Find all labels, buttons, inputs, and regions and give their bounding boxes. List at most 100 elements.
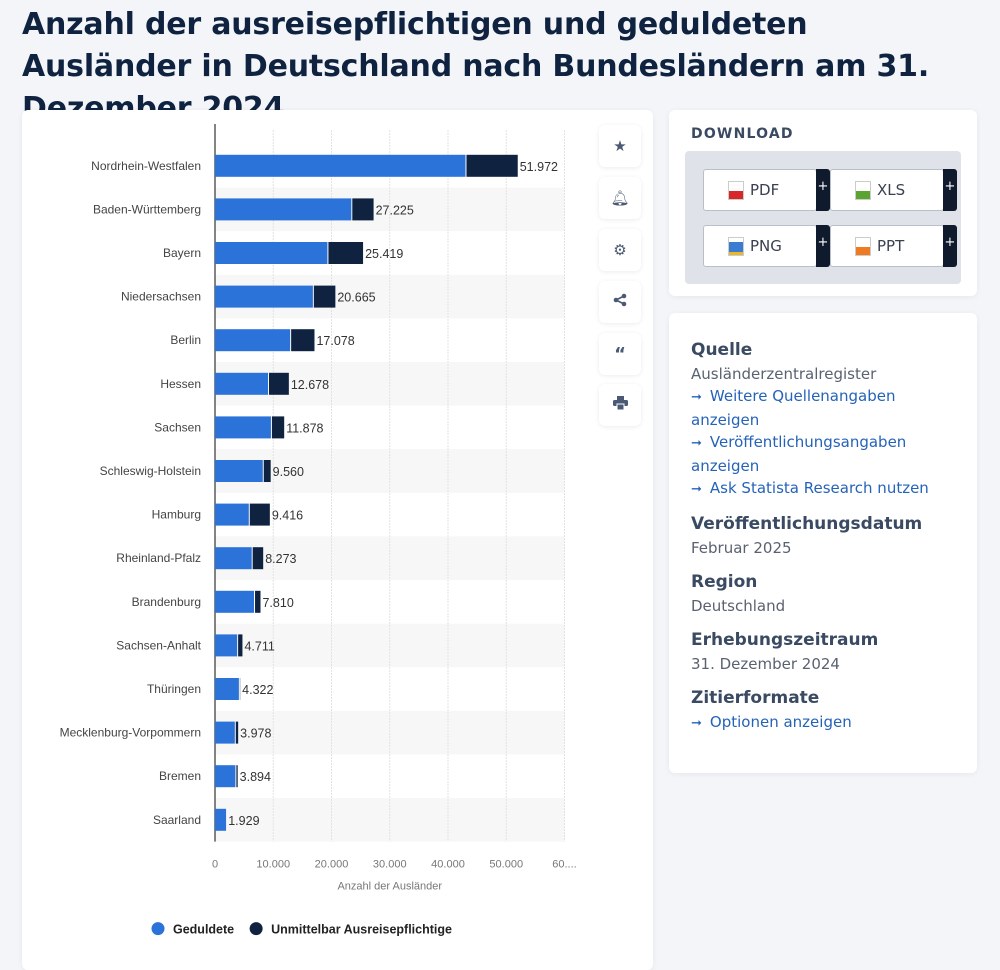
link-text: Optionen anzeigen <box>710 713 852 731</box>
total-value-label: 27.225 <box>376 203 414 217</box>
category-label: Sachsen-Anhalt <box>116 638 201 652</box>
arrow-right-icon: ➞ <box>691 716 702 731</box>
category-label: Hamburg <box>152 508 201 522</box>
bar-ausreisepflichtige <box>255 591 260 613</box>
region-value: Deutschland <box>691 595 961 617</box>
bar-geduldete <box>215 678 239 700</box>
ask-research-link[interactable]: ➞ Ask Statista Research nutzen <box>691 477 961 501</box>
bar-ausreisepflichtige <box>236 765 237 787</box>
bar-geduldete <box>215 809 226 831</box>
total-value-label: 7.810 <box>262 596 293 610</box>
share-icon <box>613 293 627 311</box>
legend-marker <box>250 922 263 935</box>
bar-geduldete <box>215 460 263 482</box>
bar-ausreisepflichtige <box>466 155 517 177</box>
category-label: Saarland <box>153 813 201 827</box>
category-label: Berlin <box>170 333 201 347</box>
quote-icon: “ <box>614 344 626 365</box>
gear-icon: ⚙ <box>613 241 626 259</box>
bar-ausreisepflichtige <box>352 198 373 220</box>
bar-geduldete <box>215 373 268 395</box>
favorite-button[interactable]: ★ <box>599 125 641 167</box>
png-plus-button[interactable]: + <box>816 225 830 267</box>
bar-ausreisepflichtige <box>314 286 336 308</box>
pdf-plus-button[interactable]: + <box>816 169 830 211</box>
period-heading: Erhebungszeitraum <box>691 627 961 653</box>
total-value-label: 17.078 <box>316 334 354 348</box>
bar-geduldete <box>215 155 465 177</box>
publication-details-link[interactable]: ➞Veröffentlichungsangaben anzeigen <box>691 431 961 477</box>
bar-geduldete <box>215 765 235 787</box>
xls-plus-button[interactable]: + <box>943 169 957 211</box>
cite-button[interactable]: “ <box>599 333 641 375</box>
category-label: Mecklenburg-Vorpommern <box>60 726 201 740</box>
download-xls-button[interactable]: XLS + <box>830 169 944 211</box>
bar-geduldete <box>215 591 254 613</box>
arrow-right-icon: ➞ <box>691 436 702 451</box>
bar-ausreisepflichtige <box>264 460 271 482</box>
x-tick-label: 40.000 <box>431 859 465 871</box>
legend-label: Geduldete <box>173 923 234 937</box>
category-label: Baden-Württemberg <box>93 202 201 216</box>
bar-geduldete <box>215 286 313 308</box>
category-label: Bayern <box>163 246 201 260</box>
png-label: PNG <box>750 237 782 255</box>
category-label: Rheinland-Pfalz <box>116 551 201 565</box>
category-label: Schleswig-Holstein <box>100 464 201 478</box>
source-heading: Quelle <box>691 337 961 363</box>
more-sources-link[interactable]: ➞Weitere Quellenangaben anzeigen <box>691 385 961 431</box>
settings-button[interactable]: ⚙ <box>599 229 641 271</box>
bar-ausreisepflichtige <box>291 329 314 351</box>
x-tick-label: 60.... <box>552 859 576 871</box>
xls-label: XLS <box>877 181 905 199</box>
arrow-right-icon: ➞ <box>691 482 702 497</box>
cite-options-link[interactable]: ➞ Optionen anzeigen <box>691 711 961 735</box>
bar-geduldete <box>215 329 290 351</box>
pdf-label: PDF <box>750 181 779 199</box>
category-label: Niedersachsen <box>121 290 201 304</box>
notification-button[interactable]: 🔔︎ <box>599 177 641 219</box>
total-value-label: 9.560 <box>273 465 304 479</box>
legend-label: Unmittelbar Ausreisepflichtige <box>271 923 452 937</box>
ppt-label: PPT <box>877 237 904 255</box>
x-tick-label: 30.000 <box>373 859 407 871</box>
total-value-label: 20.665 <box>337 291 375 305</box>
period-value: 31. Dezember 2024 <box>691 653 961 675</box>
x-tick-label: 50.000 <box>489 859 523 871</box>
bar-geduldete <box>215 198 351 220</box>
total-value-label: 9.416 <box>272 509 303 523</box>
download-pdf-button[interactable]: PDF + <box>703 169 817 211</box>
link-text: Weitere Quellenangaben anzeigen <box>691 387 895 429</box>
download-ppt-button[interactable]: PPT + <box>830 225 944 267</box>
link-text: Ask Statista Research nutzen <box>710 479 929 497</box>
total-value-label: 8.273 <box>265 552 296 566</box>
total-value-label: 3.894 <box>240 770 271 784</box>
download-options: PDF + XLS + PNG + PPT + <box>685 151 961 284</box>
ppt-plus-button[interactable]: + <box>943 225 957 267</box>
ppt-file-icon <box>855 237 871 256</box>
category-label: Brandenburg <box>132 595 201 609</box>
bar-geduldete <box>215 722 235 744</box>
cite-heading: Zitierformate <box>691 685 961 711</box>
download-png-button[interactable]: PNG + <box>703 225 817 267</box>
share-button[interactable] <box>599 281 641 323</box>
category-label: Bremen <box>159 769 201 783</box>
source-value: Ausländerzentralregister <box>691 363 961 385</box>
download-panel: DOWNLOAD PDF + XLS + PNG + PPT + <box>669 110 977 296</box>
category-label: Sachsen <box>154 420 201 434</box>
pubdate-value: Februar 2025 <box>691 537 961 559</box>
arrow-right-icon: ➞ <box>691 390 702 405</box>
x-tick-label: 10.000 <box>256 859 290 871</box>
print-button[interactable] <box>599 384 641 426</box>
bar-geduldete <box>215 242 327 264</box>
bar-geduldete <box>215 504 249 526</box>
bar-ausreisepflichtige <box>236 722 238 744</box>
bar-ausreisepflichtige <box>253 547 263 569</box>
x-axis-title: Anzahl der Ausländer <box>337 881 442 893</box>
star-icon: ★ <box>613 137 626 155</box>
pdf-file-icon <box>728 181 744 200</box>
download-title: DOWNLOAD <box>691 126 794 142</box>
print-icon <box>613 396 628 414</box>
